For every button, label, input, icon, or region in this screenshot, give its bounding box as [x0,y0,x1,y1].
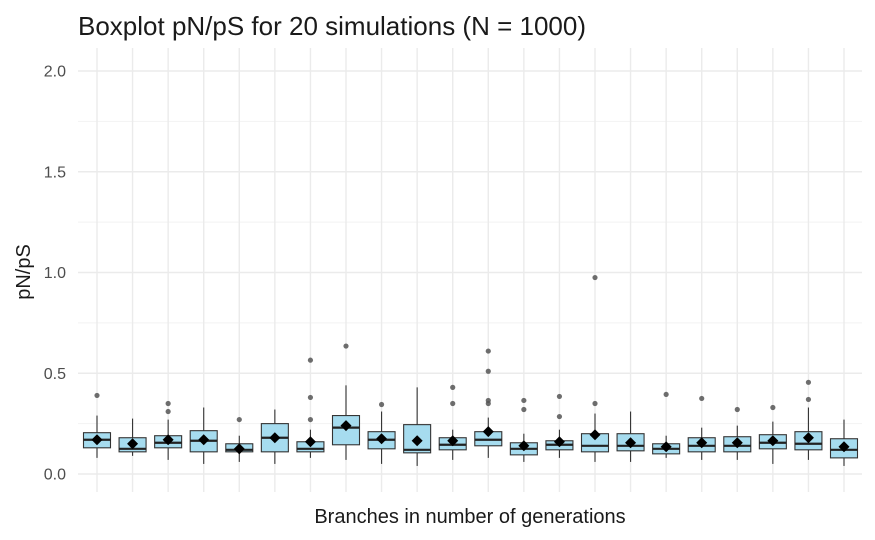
outlier-point [450,400,456,407]
box-group [829,419,859,466]
outlier-point [450,384,456,390]
outlier-point [378,401,385,408]
outlier-point [165,408,171,415]
box-group [545,393,574,458]
x-axis-title: Branches in number of generations [314,506,625,528]
major-gridlines [78,48,862,492]
box-group [580,274,610,462]
y-axis-ticks: 0.0 0.5 1.0 1.5 2.0 [44,64,66,484]
y-tick-label: 1.5 [44,164,66,181]
box-group [687,395,716,460]
outlier-point [663,391,669,398]
y-tick-label: 1.0 [44,265,66,282]
box-group [154,400,183,460]
mean-marker [731,437,743,449]
outlier-point [770,404,776,411]
outlier-point [343,343,349,349]
mean-marker [340,420,352,432]
y-tick-label: 2.0 [44,64,66,81]
mean-marker [91,434,103,446]
outlier-point [485,397,491,404]
outlier-point [485,368,491,374]
box-group [652,391,681,458]
mean-marker [162,434,174,446]
outlier-point [805,396,812,403]
box-group [509,397,538,462]
outlier-point [521,397,527,404]
mean-marker [198,434,210,446]
mean-marker [838,441,850,453]
mean-marker [696,437,708,449]
outlier-point [805,379,812,385]
mean-marker [411,435,423,447]
outlier-point [307,357,314,363]
mean-marker [376,433,388,445]
box-group [367,401,396,464]
box-group [758,404,787,464]
mean-marker [518,440,530,452]
box-group [403,387,432,466]
outlier-point [521,406,527,413]
outlier-point [592,274,598,281]
outlier-point [307,394,314,401]
boxplot-series [82,274,859,466]
box-group [189,407,218,464]
chart-title: Boxplot pN/pS for 20 simulations (N = 10… [78,11,586,41]
y-axis-title: pN/pS [13,244,35,300]
mean-marker [553,436,565,448]
box-group [225,416,254,462]
outlier-point [556,393,563,400]
outlier-point [307,416,314,423]
mean-marker [802,432,814,444]
box-group [438,384,467,460]
box-group [82,392,112,458]
box-group [723,406,752,460]
mean-marker [589,429,601,441]
outlier-point [485,348,491,354]
outlier-point [734,406,740,413]
mean-marker [625,437,637,449]
mean-marker [660,441,672,453]
y-tick-label: 0.5 [44,366,66,383]
box-group [260,409,289,464]
box-group [331,343,361,460]
outlier-point [556,413,563,420]
outlier-point [236,416,242,423]
box-group [616,411,645,462]
outlier-point [592,400,598,407]
mean-marker [269,432,281,444]
mean-marker [447,435,459,447]
outlier-point [165,400,171,407]
box-group [118,418,147,456]
mean-marker [127,438,139,450]
y-tick-label: 0.0 [44,467,66,484]
outlier-point [94,392,100,399]
mean-marker [482,426,494,438]
box-group [474,348,503,458]
box-group [296,357,325,458]
mean-marker [304,436,316,448]
mean-marker [233,443,245,455]
mean-marker [767,435,779,447]
outlier-point [699,395,705,402]
box-group [794,379,823,460]
minor-gridlines [78,120,862,425]
